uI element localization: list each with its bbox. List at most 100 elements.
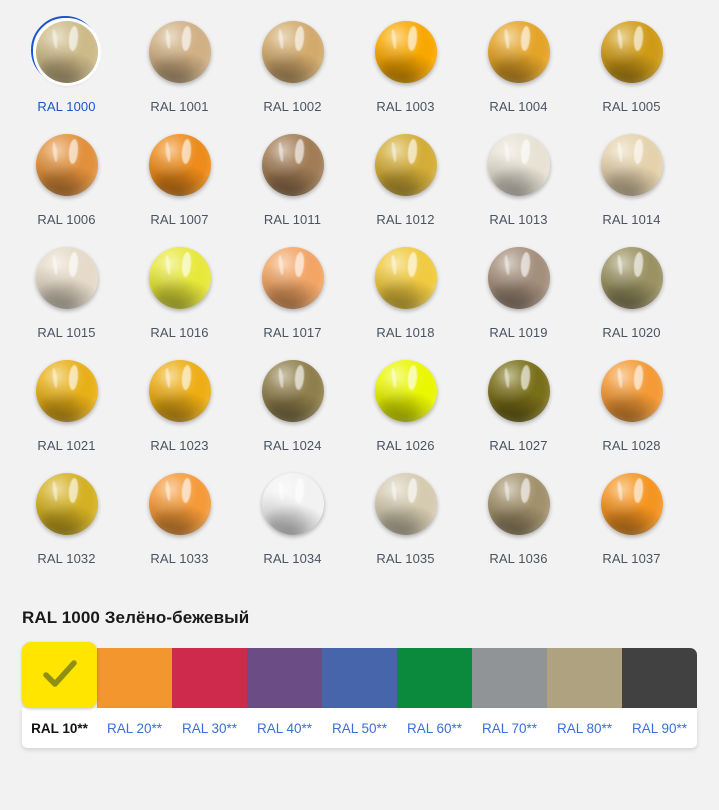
swatch-ball-wrap <box>257 16 329 88</box>
tab-color-ral-60[interactable] <box>397 648 472 708</box>
rim-light-icon <box>601 134 663 196</box>
swatch-ral-1002[interactable]: RAL 1002 <box>242 16 343 129</box>
tab-label-ral-30[interactable]: RAL 30** <box>181 720 238 736</box>
swatch-ral-1001[interactable]: RAL 1001 <box>129 16 230 129</box>
swatch-label: RAL 1015 <box>37 325 96 340</box>
rim-light-icon <box>149 21 211 83</box>
swatch-ball-wrap <box>144 16 216 88</box>
swatch-row: RAL 1006 RAL 1007 RAL 1011 RAL 1012 RAL 1013… <box>0 129 719 242</box>
tab-color-ral-80[interactable] <box>547 648 622 708</box>
swatch-ral-1028[interactable]: RAL 1028 <box>581 355 682 468</box>
rim-light-icon <box>488 360 550 422</box>
swatch-ral-1012[interactable]: RAL 1012 <box>355 129 456 242</box>
tab-label-ral-80[interactable]: RAL 80** <box>556 720 613 736</box>
swatch-ral-1000[interactable]: RAL 1000 <box>16 16 117 129</box>
swatch-ral-1019[interactable]: RAL 1019 <box>468 242 569 355</box>
swatch-label: RAL 1028 <box>602 438 661 453</box>
rim-light-icon <box>375 247 437 309</box>
swatch-ball-wrap <box>144 242 216 314</box>
rim-light-icon <box>149 134 211 196</box>
swatch-label: RAL 1011 <box>263 212 322 227</box>
swatch-label: RAL 1035 <box>376 551 435 566</box>
tab-color-ral-10[interactable] <box>22 642 97 708</box>
tab-label-ral-90[interactable]: RAL 90** <box>631 720 688 736</box>
swatch-ral-1014[interactable]: RAL 1014 <box>581 129 682 242</box>
swatch-ball-wrap <box>483 129 555 201</box>
swatch-ball-wrap <box>144 129 216 201</box>
swatch-ral-1017[interactable]: RAL 1017 <box>242 242 343 355</box>
rim-light-icon <box>601 247 663 309</box>
swatch-ral-1016[interactable]: RAL 1016 <box>129 242 230 355</box>
swatch-ral-1037[interactable]: RAL 1037 <box>581 468 682 581</box>
tab-label-strip: RAL 10** RAL 20** RAL 30** RAL 40** RAL 50**… <box>22 708 697 748</box>
tab-label-ral-70[interactable]: RAL 70** <box>481 720 538 736</box>
tab-color-ral-70[interactable] <box>472 648 547 708</box>
swatch-ral-1036[interactable]: RAL 1036 <box>468 468 569 581</box>
swatch-ral-1018[interactable]: RAL 1018 <box>355 242 456 355</box>
swatch-label: RAL 1018 <box>376 325 435 340</box>
color-sphere <box>35 473 98 535</box>
tab-color-ral-40[interactable] <box>247 648 322 708</box>
tab-label-ral-10[interactable]: RAL 10** <box>31 720 88 736</box>
page-title: RAL 1000 Зелёно-бежевый <box>22 608 250 627</box>
swatch-label: RAL 1021 <box>37 438 96 453</box>
swatch-label: RAL 1004 <box>489 99 548 114</box>
swatch-ball-wrap <box>483 242 555 314</box>
swatch-ral-1015[interactable]: RAL 1015 <box>16 242 117 355</box>
tab-color-ral-90[interactable] <box>622 648 697 708</box>
swatch-label: RAL 1034 <box>263 551 322 566</box>
color-sphere <box>600 21 663 83</box>
rim-light-icon <box>262 134 324 196</box>
tab-color-ral-30[interactable] <box>172 648 247 708</box>
swatch-label: RAL 1027 <box>489 438 548 453</box>
swatch-label: RAL 1007 <box>150 212 209 227</box>
rim-light-icon <box>488 21 550 83</box>
swatch-ral-1032[interactable]: RAL 1032 <box>16 468 117 581</box>
tab-color-ral-20[interactable] <box>97 648 172 708</box>
swatch-ball-wrap <box>257 242 329 314</box>
rim-light-icon <box>375 21 437 83</box>
swatch-ral-1035[interactable]: RAL 1035 <box>355 468 456 581</box>
color-sphere <box>261 360 324 422</box>
tab-color-ral-50[interactable] <box>322 648 397 708</box>
swatch-label: RAL 1013 <box>489 212 548 227</box>
color-sphere <box>487 134 550 196</box>
swatch-ball-wrap <box>31 355 103 427</box>
rim-light-icon <box>149 247 211 309</box>
swatch-ball-wrap <box>370 468 442 540</box>
swatch-ral-1027[interactable]: RAL 1027 <box>468 355 569 468</box>
swatch-ral-1004[interactable]: RAL 1004 <box>468 16 569 129</box>
color-sphere <box>600 134 663 196</box>
swatch-ball-wrap <box>596 468 668 540</box>
selection-ring <box>30 16 103 88</box>
selected-color-detail: RAL 1000 Зелёно-бежевый RAL 10** RAL 20**… <box>0 608 719 748</box>
swatch-ral-1023[interactable]: RAL 1023 <box>129 355 230 468</box>
swatch-ral-1006[interactable]: RAL 1006 <box>16 129 117 242</box>
swatch-ral-1005[interactable]: RAL 1005 <box>581 16 682 129</box>
swatch-ball-wrap <box>483 355 555 427</box>
swatch-ball-wrap <box>596 16 668 88</box>
swatch-ral-1011[interactable]: RAL 1011 <box>242 129 343 242</box>
swatch-ral-1021[interactable]: RAL 1021 <box>16 355 117 468</box>
swatch-ral-1034[interactable]: RAL 1034 <box>242 468 343 581</box>
swatch-label: RAL 1002 <box>263 99 322 114</box>
swatch-label: RAL 1020 <box>602 325 661 340</box>
swatch-ral-1003[interactable]: RAL 1003 <box>355 16 456 129</box>
check-icon <box>42 660 77 687</box>
swatch-ral-1007[interactable]: RAL 1007 <box>129 129 230 242</box>
ral-group-tabs: RAL 10** RAL 20** RAL 30** RAL 40** RAL 50**… <box>22 642 697 748</box>
tab-label-ral-40[interactable]: RAL 40** <box>256 720 313 736</box>
tab-label-ral-20[interactable]: RAL 20** <box>106 720 163 736</box>
swatch-ral-1026[interactable]: RAL 1026 <box>355 355 456 468</box>
color-sphere <box>35 134 98 196</box>
swatch-ral-1020[interactable]: RAL 1020 <box>581 242 682 355</box>
rim-light-icon <box>149 473 211 535</box>
swatch-label: RAL 1003 <box>376 99 435 114</box>
swatch-ral-1033[interactable]: RAL 1033 <box>129 468 230 581</box>
tab-label-ral-60[interactable]: RAL 60** <box>406 720 463 736</box>
swatch-ral-1024[interactable]: RAL 1024 <box>242 355 343 468</box>
color-sphere <box>374 247 437 309</box>
color-sphere <box>600 360 663 422</box>
swatch-ral-1013[interactable]: RAL 1013 <box>468 129 569 242</box>
tab-label-ral-50[interactable]: RAL 50** <box>331 720 388 736</box>
